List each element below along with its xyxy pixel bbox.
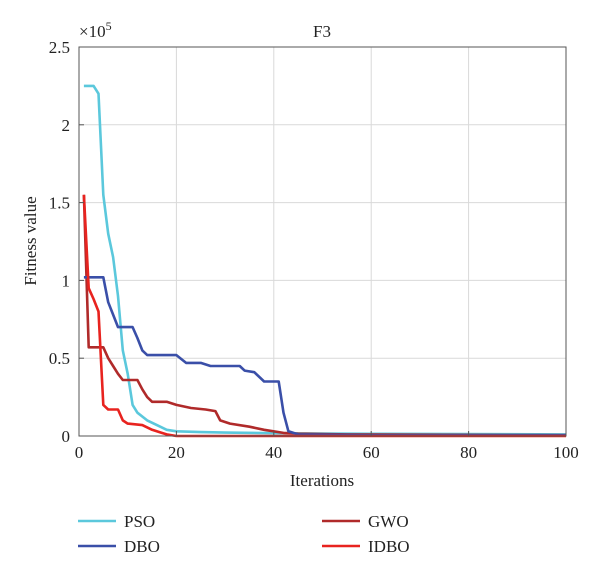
chart-title: F3: [313, 22, 331, 41]
y-tick-label: 2: [62, 116, 71, 135]
plot-frame: [78, 46, 567, 437]
legend: PSO GWO DBO IDBO: [78, 512, 410, 556]
series-line-gwo: [82, 194, 567, 437]
x-tick-label: 20: [168, 443, 185, 462]
y-multiplier-base: ×10: [79, 22, 106, 41]
legend-item-gwo: GWO: [322, 512, 409, 531]
series-lines: [82, 84, 567, 438]
series-line-idbo: [82, 194, 566, 438]
y-axis-label: Fitness value: [21, 196, 40, 285]
legend-label: GWO: [368, 512, 409, 531]
y-tick-label: 2.5: [49, 38, 70, 57]
legend-item-pso: PSO: [78, 512, 155, 531]
legend-label: IDBO: [368, 537, 410, 556]
plot-background: [79, 47, 566, 436]
legend-item-idbo: IDBO: [322, 537, 410, 556]
legend-label: DBO: [124, 537, 160, 556]
x-tick-label: 40: [265, 443, 282, 462]
y-tick-label: 0: [62, 427, 71, 446]
x-tick-label: 100: [553, 443, 579, 462]
x-tick-label: 80: [460, 443, 477, 462]
legend-label: PSO: [124, 512, 155, 531]
x-tick-label: 0: [75, 443, 84, 462]
y-multiplier-exponent: 5: [106, 19, 112, 33]
y-tick-label: 1: [62, 271, 71, 290]
axis-ticks: 0 20 40 60 80 100 0 0.5 1 1.5 2 2.5: [49, 38, 579, 462]
grid: [79, 47, 566, 436]
series-line-dbo: [83, 276, 566, 437]
y-axis-multiplier: ×105: [79, 19, 112, 41]
x-tick-label: 60: [363, 443, 380, 462]
y-tick-label: 0.5: [49, 349, 70, 368]
y-tick-label: 1.5: [49, 194, 70, 213]
x-axis-label: Iterations: [290, 471, 354, 490]
legend-item-dbo: DBO: [78, 537, 160, 556]
